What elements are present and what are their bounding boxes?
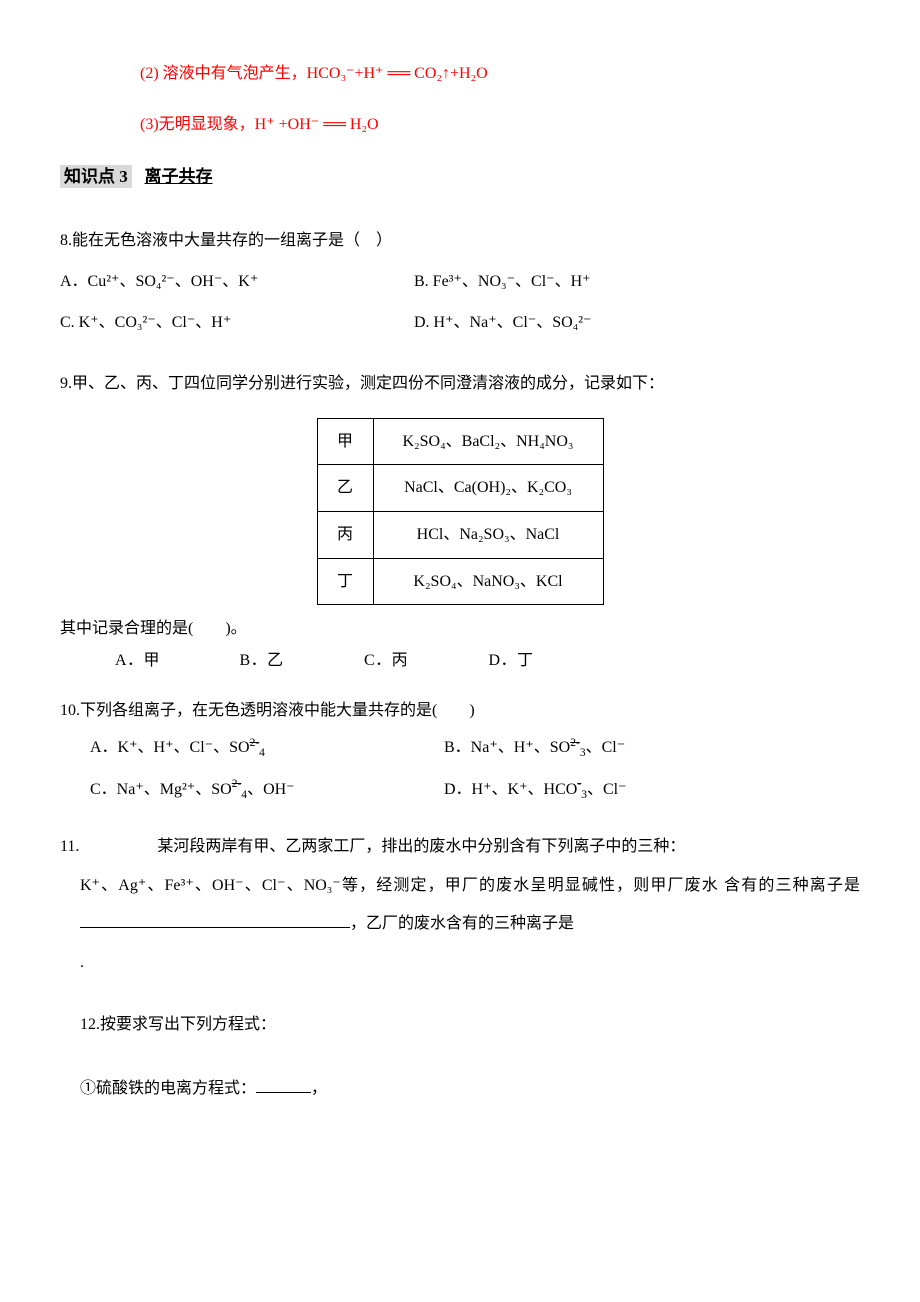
q11-body: K⁺、Ag⁺、Fe³⁺、OH⁻、Cl⁻、NO₃⁻等，经测定，甲厂的废水呈明显碱性… <box>80 867 860 944</box>
section-heading: 知识点 3 离子共存 <box>60 162 860 193</box>
q8-options-row1: A．Cu²⁺、SO₄²⁻、OH⁻、K⁺ B. Fe³⁺、NO₃⁻、Cl⁻、H⁺ <box>60 261 860 303</box>
q10-options-row1: A．K⁺、H⁺、Cl⁻、SO2-4 B．Na⁺、H⁺、SO2-3、Cl⁻ <box>90 727 860 769</box>
q10-option-d: D．H⁺、K⁺、HCO-3、Cl⁻ <box>444 769 627 811</box>
q9-row3-content: HCl、Na₂SO₃、NaCl <box>373 511 603 558</box>
q11-first-line: 11. 某河段两岸有甲、乙两家工厂，排出的废水中分别含有下列离子中的三种： <box>60 828 860 866</box>
table-row: 丁 K₂SO₄、NaNO₃、KCl <box>317 558 603 605</box>
q9-option-a: A．甲 <box>115 645 235 677</box>
q9-tail: 其中记录合理的是( )。 <box>60 613 860 645</box>
q11-line2a: K⁺、Ag⁺、Fe³⁺、OH⁻、Cl⁻、NO₃⁻等，经测定，甲厂的废水呈明显碱性… <box>80 877 719 894</box>
q8-option-d: D. H⁺、Na⁺、Cl⁻、SO₄²⁻ <box>414 302 592 344</box>
q8-options-row2: C. K⁺、CO₃²⁻、Cl⁻、H⁺ D. H⁺、Na⁺、Cl⁻、SO₄²⁻ <box>60 302 860 344</box>
q8-stem: 8.能在无色溶液中大量共存的一组离子是（ ） <box>60 222 860 260</box>
q9-option-d: D．丁 <box>489 645 534 677</box>
table-row: 丙 HCl、Na₂SO₃、NaCl <box>317 511 603 558</box>
q10-options-row2: C．Na⁺、Mg²⁺、SO2-4、OH⁻ D．H⁺、K⁺、HCO-3、Cl⁻ <box>90 769 860 811</box>
q9-option-c: C．丙 <box>364 645 484 677</box>
q9-table-container: 甲 K₂SO₄、BaCl₂、NH₄NO₃ 乙 NaCl、Ca(OH)₂、K₂CO… <box>60 418 860 605</box>
q9-tail-block: 其中记录合理的是( )。 A．甲 B．乙 C．丙 D．丁 <box>60 613 860 677</box>
q9-row1-content: K₂SO₄、BaCl₂、NH₄NO₃ <box>373 418 603 465</box>
q12-sub1: ①硫酸铁的电离方程式：， <box>80 1070 860 1108</box>
q10-option-c: C．Na⁺、Mg²⁺、SO2-4、OH⁻ <box>90 769 440 811</box>
q9-row4-content: K₂SO₄、NaNO₃、KCl <box>373 558 603 605</box>
answer-2-text: (2) 溶液中有气泡产生，HCO₃⁻+H⁺ ══ CO₂↑+H₂O <box>140 65 488 82</box>
question-10: 10.下列各组离子，在无色透明溶液中能大量共存的是( ) A．K⁺、H⁺、Cl⁻… <box>60 695 860 810</box>
question-8: 8.能在无色溶液中大量共存的一组离子是（ ） A．Cu²⁺、SO₄²⁻、OH⁻、… <box>60 222 860 344</box>
answer-3-text: (3)无明显现象，H⁺ +OH⁻ ══ H₂O <box>140 116 379 133</box>
q9-table: 甲 K₂SO₄、BaCl₂、NH₄NO₃ 乙 NaCl、Ca(OH)₂、K₂CO… <box>317 418 604 605</box>
table-row: 甲 K₂SO₄、BaCl₂、NH₄NO₃ <box>317 418 603 465</box>
q9-row2-label: 乙 <box>317 465 373 512</box>
answer-3: (3)无明显现象，H⁺ +OH⁻ ══ H₂O <box>140 111 860 140</box>
q11-blank1 <box>80 927 350 928</box>
q11-line2b: 含有的三种离子是 <box>724 877 860 894</box>
q11-line1: 某河段两岸有甲、乙两家工厂，排出的废水中分别含有下列离子中的三种： <box>157 838 685 855</box>
q11-line3: . <box>80 944 860 982</box>
table-row: 乙 NaCl、Ca(OH)₂、K₂CO₃ <box>317 465 603 512</box>
q10-option-a: A．K⁺、H⁺、Cl⁻、SO2-4 <box>90 727 440 769</box>
q9-stem: 9.甲、乙、丙、丁四位同学分别进行实验，测定四份不同澄清溶液的成分，记录如下： <box>60 368 860 400</box>
q9-row4-label: 丁 <box>317 558 373 605</box>
question-12: 12.按要求写出下列方程式： ①硫酸铁的电离方程式：， <box>80 1006 860 1109</box>
q9-row1-label: 甲 <box>317 418 373 465</box>
q10-stem: 10.下列各组离子，在无色透明溶液中能大量共存的是( ) <box>60 695 860 727</box>
question-11: 11. 某河段两岸有甲、乙两家工厂，排出的废水中分别含有下列离子中的三种： K⁺… <box>60 828 860 982</box>
section-prefix: 知识点 3 <box>60 165 132 188</box>
section-title: 离子共存 <box>145 167 213 186</box>
q9-option-b: B．乙 <box>240 645 360 677</box>
q9-row3-label: 丙 <box>317 511 373 558</box>
q9-row2-content: NaCl、Ca(OH)₂、K₂CO₃ <box>373 465 603 512</box>
q10-option-b: B．Na⁺、H⁺、SO2-3、Cl⁻ <box>444 727 625 769</box>
q8-option-b: B. Fe³⁺、NO₃⁻、Cl⁻、H⁺ <box>414 261 591 303</box>
q12-stem: 12.按要求写出下列方程式： <box>80 1006 860 1044</box>
answer-2: (2) 溶液中有气泡产生，HCO₃⁻+H⁺ ══ CO₂↑+H₂O <box>140 60 860 89</box>
q11-line2c: ，乙厂的废水含有的三种离子是 <box>350 915 574 932</box>
q11-number: 11. <box>60 838 79 855</box>
question-9: 9.甲、乙、丙、丁四位同学分别进行实验，测定四份不同澄清溶液的成分，记录如下： <box>60 368 860 400</box>
q8-option-a: A．Cu²⁺、SO₄²⁻、OH⁻、K⁺ <box>60 261 410 303</box>
q12-blank1 <box>256 1092 311 1093</box>
q8-option-c: C. K⁺、CO₃²⁻、Cl⁻、H⁺ <box>60 302 410 344</box>
q9-options: A．甲 B．乙 C．丙 D．丁 <box>115 645 860 677</box>
